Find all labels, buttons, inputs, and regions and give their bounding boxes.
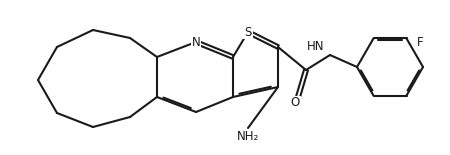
Text: O: O <box>290 97 300 109</box>
Text: S: S <box>244 26 252 38</box>
Text: N: N <box>192 35 200 49</box>
Text: HN: HN <box>307 40 325 53</box>
Text: NH₂: NH₂ <box>237 130 259 143</box>
Text: F: F <box>417 36 423 49</box>
